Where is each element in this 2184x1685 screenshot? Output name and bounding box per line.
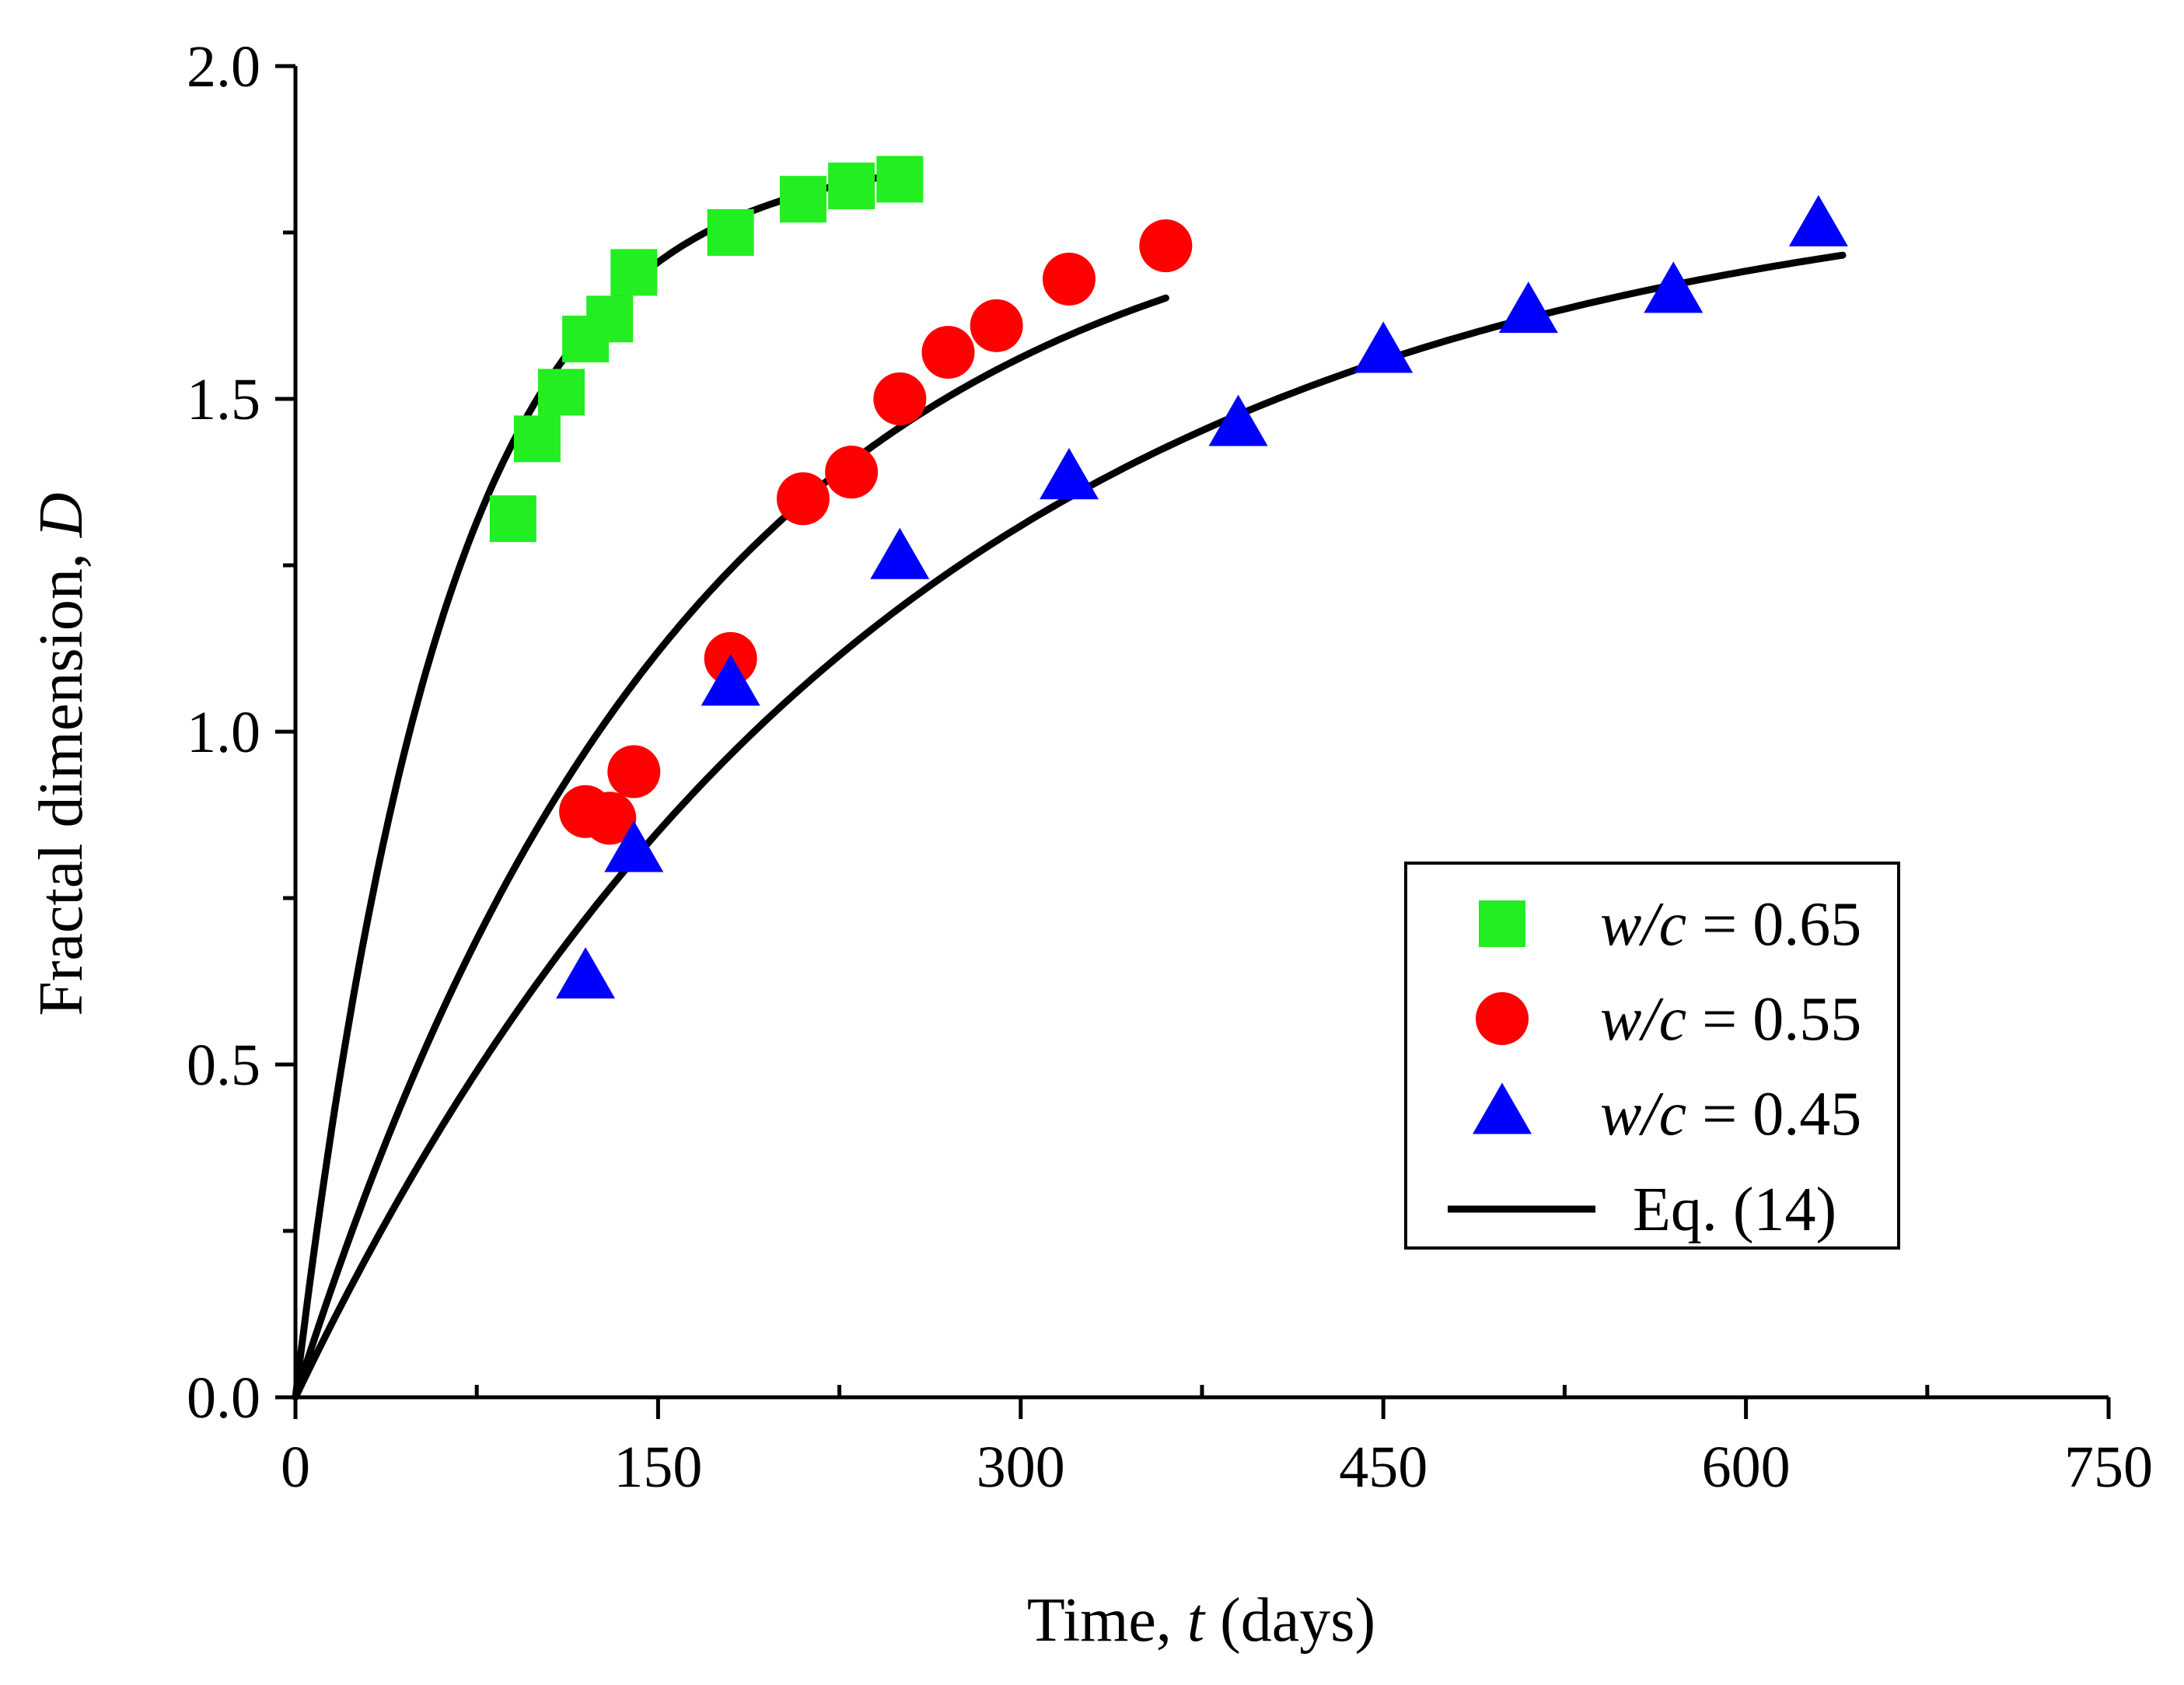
y-tick-label: 1.5 bbox=[187, 367, 260, 432]
data-point-triangle bbox=[1354, 321, 1413, 373]
x-tick-label: 150 bbox=[613, 1435, 702, 1500]
data-point-triangle bbox=[1208, 394, 1268, 446]
legend-marker-triangle bbox=[1473, 1082, 1532, 1134]
data-point-square bbox=[513, 415, 561, 463]
data-point-triangle bbox=[556, 947, 616, 999]
x-tick-label: 600 bbox=[1702, 1435, 1791, 1500]
data-markers bbox=[489, 156, 1848, 999]
data-point-circle bbox=[921, 326, 975, 379]
data-point-circle bbox=[583, 792, 637, 845]
data-point-circle bbox=[607, 745, 661, 799]
legend: w/c = 0.65 w/c = 0.55 w/c = 0.45 Eq. (14) bbox=[1404, 862, 1900, 1250]
data-point-square bbox=[538, 369, 585, 416]
data-point-triangle bbox=[604, 820, 664, 872]
legend-label: w/c = 0.45 bbox=[1600, 1080, 1861, 1148]
x-axis-title: Time, t (days) bbox=[1027, 1586, 1375, 1655]
data-point-triangle bbox=[1498, 281, 1558, 334]
y-tick-label: 2.0 bbox=[187, 34, 260, 100]
x-tick-label: 300 bbox=[977, 1435, 1065, 1500]
x-tick-label: 750 bbox=[2064, 1435, 2153, 1500]
data-point-square bbox=[489, 495, 536, 543]
data-point-triangle bbox=[870, 527, 930, 579]
legend-marker-square bbox=[1479, 900, 1525, 947]
legend-label: w/c = 0.65 bbox=[1600, 890, 1861, 959]
y-axis-title: Fractal dimension, D bbox=[27, 492, 96, 1016]
data-point-square bbox=[610, 249, 658, 296]
legend-label-fit: Eq. (14) bbox=[1633, 1176, 1836, 1244]
data-point-circle bbox=[970, 299, 1023, 352]
y-tick-label: 1.0 bbox=[187, 700, 260, 765]
data-point-circle bbox=[776, 472, 830, 526]
x-tick-label: 450 bbox=[1339, 1435, 1427, 1500]
legend-marker-circle bbox=[1476, 992, 1529, 1045]
data-point-circle bbox=[1139, 219, 1193, 273]
y-axis: 0.0 0.5 1.0 1.5 2.0 bbox=[187, 34, 295, 1431]
data-point-triangle bbox=[1788, 194, 1848, 246]
data-point-square bbox=[828, 163, 875, 210]
data-point-circle bbox=[873, 372, 927, 425]
y-tick-label: 0.5 bbox=[187, 1033, 260, 1098]
data-point-square bbox=[876, 156, 924, 203]
data-point-square bbox=[707, 209, 754, 256]
y-tick-label: 0.0 bbox=[187, 1365, 260, 1431]
fit-curve bbox=[292, 294, 1169, 1401]
data-point-circle bbox=[1042, 252, 1095, 306]
data-point-triangle bbox=[701, 654, 760, 706]
legend-label: w/c = 0.55 bbox=[1600, 985, 1861, 1054]
x-axis: 0 150 300 450 600 750 bbox=[281, 1385, 2153, 1500]
data-point-square bbox=[586, 295, 634, 343]
x-tick-label: 0 bbox=[281, 1435, 310, 1500]
data-point-triangle bbox=[1040, 448, 1099, 500]
data-point-square bbox=[779, 176, 826, 223]
data-point-circle bbox=[825, 446, 879, 499]
data-point-triangle bbox=[1644, 261, 1704, 313]
